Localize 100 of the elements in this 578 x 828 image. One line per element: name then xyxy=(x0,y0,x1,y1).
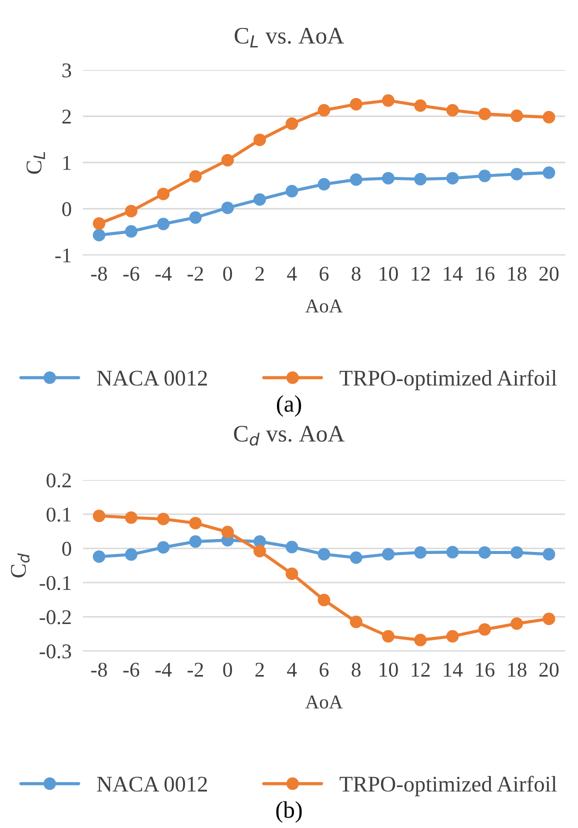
y-tick-label: 0 xyxy=(62,202,72,216)
y-axis-title: C$_{d}$ xyxy=(10,553,30,578)
x-tick-label: 8 xyxy=(352,266,361,281)
point xyxy=(318,178,330,190)
x-tick-label: 2 xyxy=(255,266,264,281)
x-tick-label: 6 xyxy=(320,662,329,677)
y-tick-label: 0.2 xyxy=(46,473,71,488)
point xyxy=(414,634,427,646)
point xyxy=(478,546,491,559)
point xyxy=(286,567,298,580)
x-tick-label: 4 xyxy=(287,662,297,677)
x-tick-label: 4 xyxy=(287,266,297,281)
point xyxy=(318,104,330,116)
point xyxy=(286,117,298,130)
point xyxy=(92,510,106,522)
point xyxy=(542,166,556,179)
point xyxy=(478,108,491,120)
point xyxy=(221,154,234,166)
point xyxy=(318,594,330,606)
point xyxy=(189,516,202,530)
point xyxy=(414,99,427,112)
x-tick-label: 14 xyxy=(444,662,463,677)
text: (a) xyxy=(276,395,302,417)
point xyxy=(124,204,138,218)
point xyxy=(510,546,524,559)
y-tick-label: 3 xyxy=(62,63,72,78)
x-tick-label: -6 xyxy=(123,266,140,281)
y-axis-title: C$_{L}$ xyxy=(26,152,45,174)
point xyxy=(157,541,170,554)
legend-label: TRPO-optimized Airfoil xyxy=(340,776,557,796)
point xyxy=(510,617,524,630)
point xyxy=(157,512,170,526)
point xyxy=(157,188,170,200)
x-tick-label: -2 xyxy=(188,662,203,677)
x-tick-label: -4 xyxy=(155,662,172,677)
point xyxy=(350,551,362,564)
legend-label: TRPO-optimized Airfoil xyxy=(340,370,557,390)
y-tick-label: 1 xyxy=(63,156,71,170)
text: (b) xyxy=(276,801,302,823)
x-tick-label: -2 xyxy=(188,266,203,281)
point xyxy=(446,104,459,116)
point xyxy=(221,202,234,214)
point xyxy=(414,172,427,186)
point xyxy=(510,168,524,180)
x-tick-label: 2 xyxy=(255,662,264,677)
x-tick-label: 0 xyxy=(223,662,232,677)
y-tick-label: -0.1 xyxy=(40,576,71,590)
point xyxy=(189,170,202,183)
x-tick-label: 10 xyxy=(380,266,398,281)
x-tick-label: 16 xyxy=(476,266,494,281)
x-tick-label: 20 xyxy=(539,266,559,281)
point xyxy=(382,548,395,560)
x-tick-label: -8 xyxy=(91,266,107,281)
x-tick-label: 16 xyxy=(476,662,494,677)
point xyxy=(253,544,266,558)
point xyxy=(350,98,362,110)
x-tick-label: 12 xyxy=(412,266,430,281)
point xyxy=(286,540,298,554)
point xyxy=(286,184,298,198)
point xyxy=(382,94,395,107)
point xyxy=(414,546,427,559)
point xyxy=(189,535,202,548)
point xyxy=(542,110,556,124)
point xyxy=(542,548,556,560)
y-tick-label: -0.2 xyxy=(40,610,71,624)
x-tick-label: 20 xyxy=(539,662,559,677)
x-tick-label: 18 xyxy=(508,662,526,677)
point xyxy=(124,548,138,561)
x-tick-label: -6 xyxy=(123,662,140,677)
point xyxy=(124,225,138,238)
point xyxy=(318,548,330,560)
point xyxy=(189,211,202,224)
point xyxy=(221,526,234,538)
x-tick-label: 14 xyxy=(444,266,463,281)
x-tick-label: 0 xyxy=(223,266,232,281)
y-tick-label: -0.3 xyxy=(40,644,72,659)
point xyxy=(92,217,106,230)
chart-title: C$_{L}$ vs. AoA xyxy=(234,28,344,48)
point xyxy=(542,612,556,626)
point xyxy=(510,110,524,122)
x-axis-title: AoA xyxy=(305,300,343,313)
x-tick-label: 8 xyxy=(352,662,361,677)
point xyxy=(382,172,395,184)
point xyxy=(478,623,491,636)
point xyxy=(350,173,362,186)
point xyxy=(92,228,106,242)
point xyxy=(124,511,138,524)
x-tick-label: 12 xyxy=(412,662,430,677)
legend-label: NACA 0012 xyxy=(97,370,207,386)
point xyxy=(382,630,395,643)
y-tick-label: -1 xyxy=(55,248,71,262)
x-tick-label: -4 xyxy=(155,266,172,281)
point xyxy=(350,616,362,628)
x-tick-label: 18 xyxy=(508,266,526,281)
y-tick-label: 2 xyxy=(62,110,71,124)
x-axis-title: AoA xyxy=(305,696,343,709)
y-tick-label: 0.1 xyxy=(46,508,71,522)
chart-title: C$_{d}$ vs. AoA xyxy=(234,426,345,446)
point xyxy=(92,550,106,563)
y-tick-label: 0 xyxy=(62,542,72,556)
